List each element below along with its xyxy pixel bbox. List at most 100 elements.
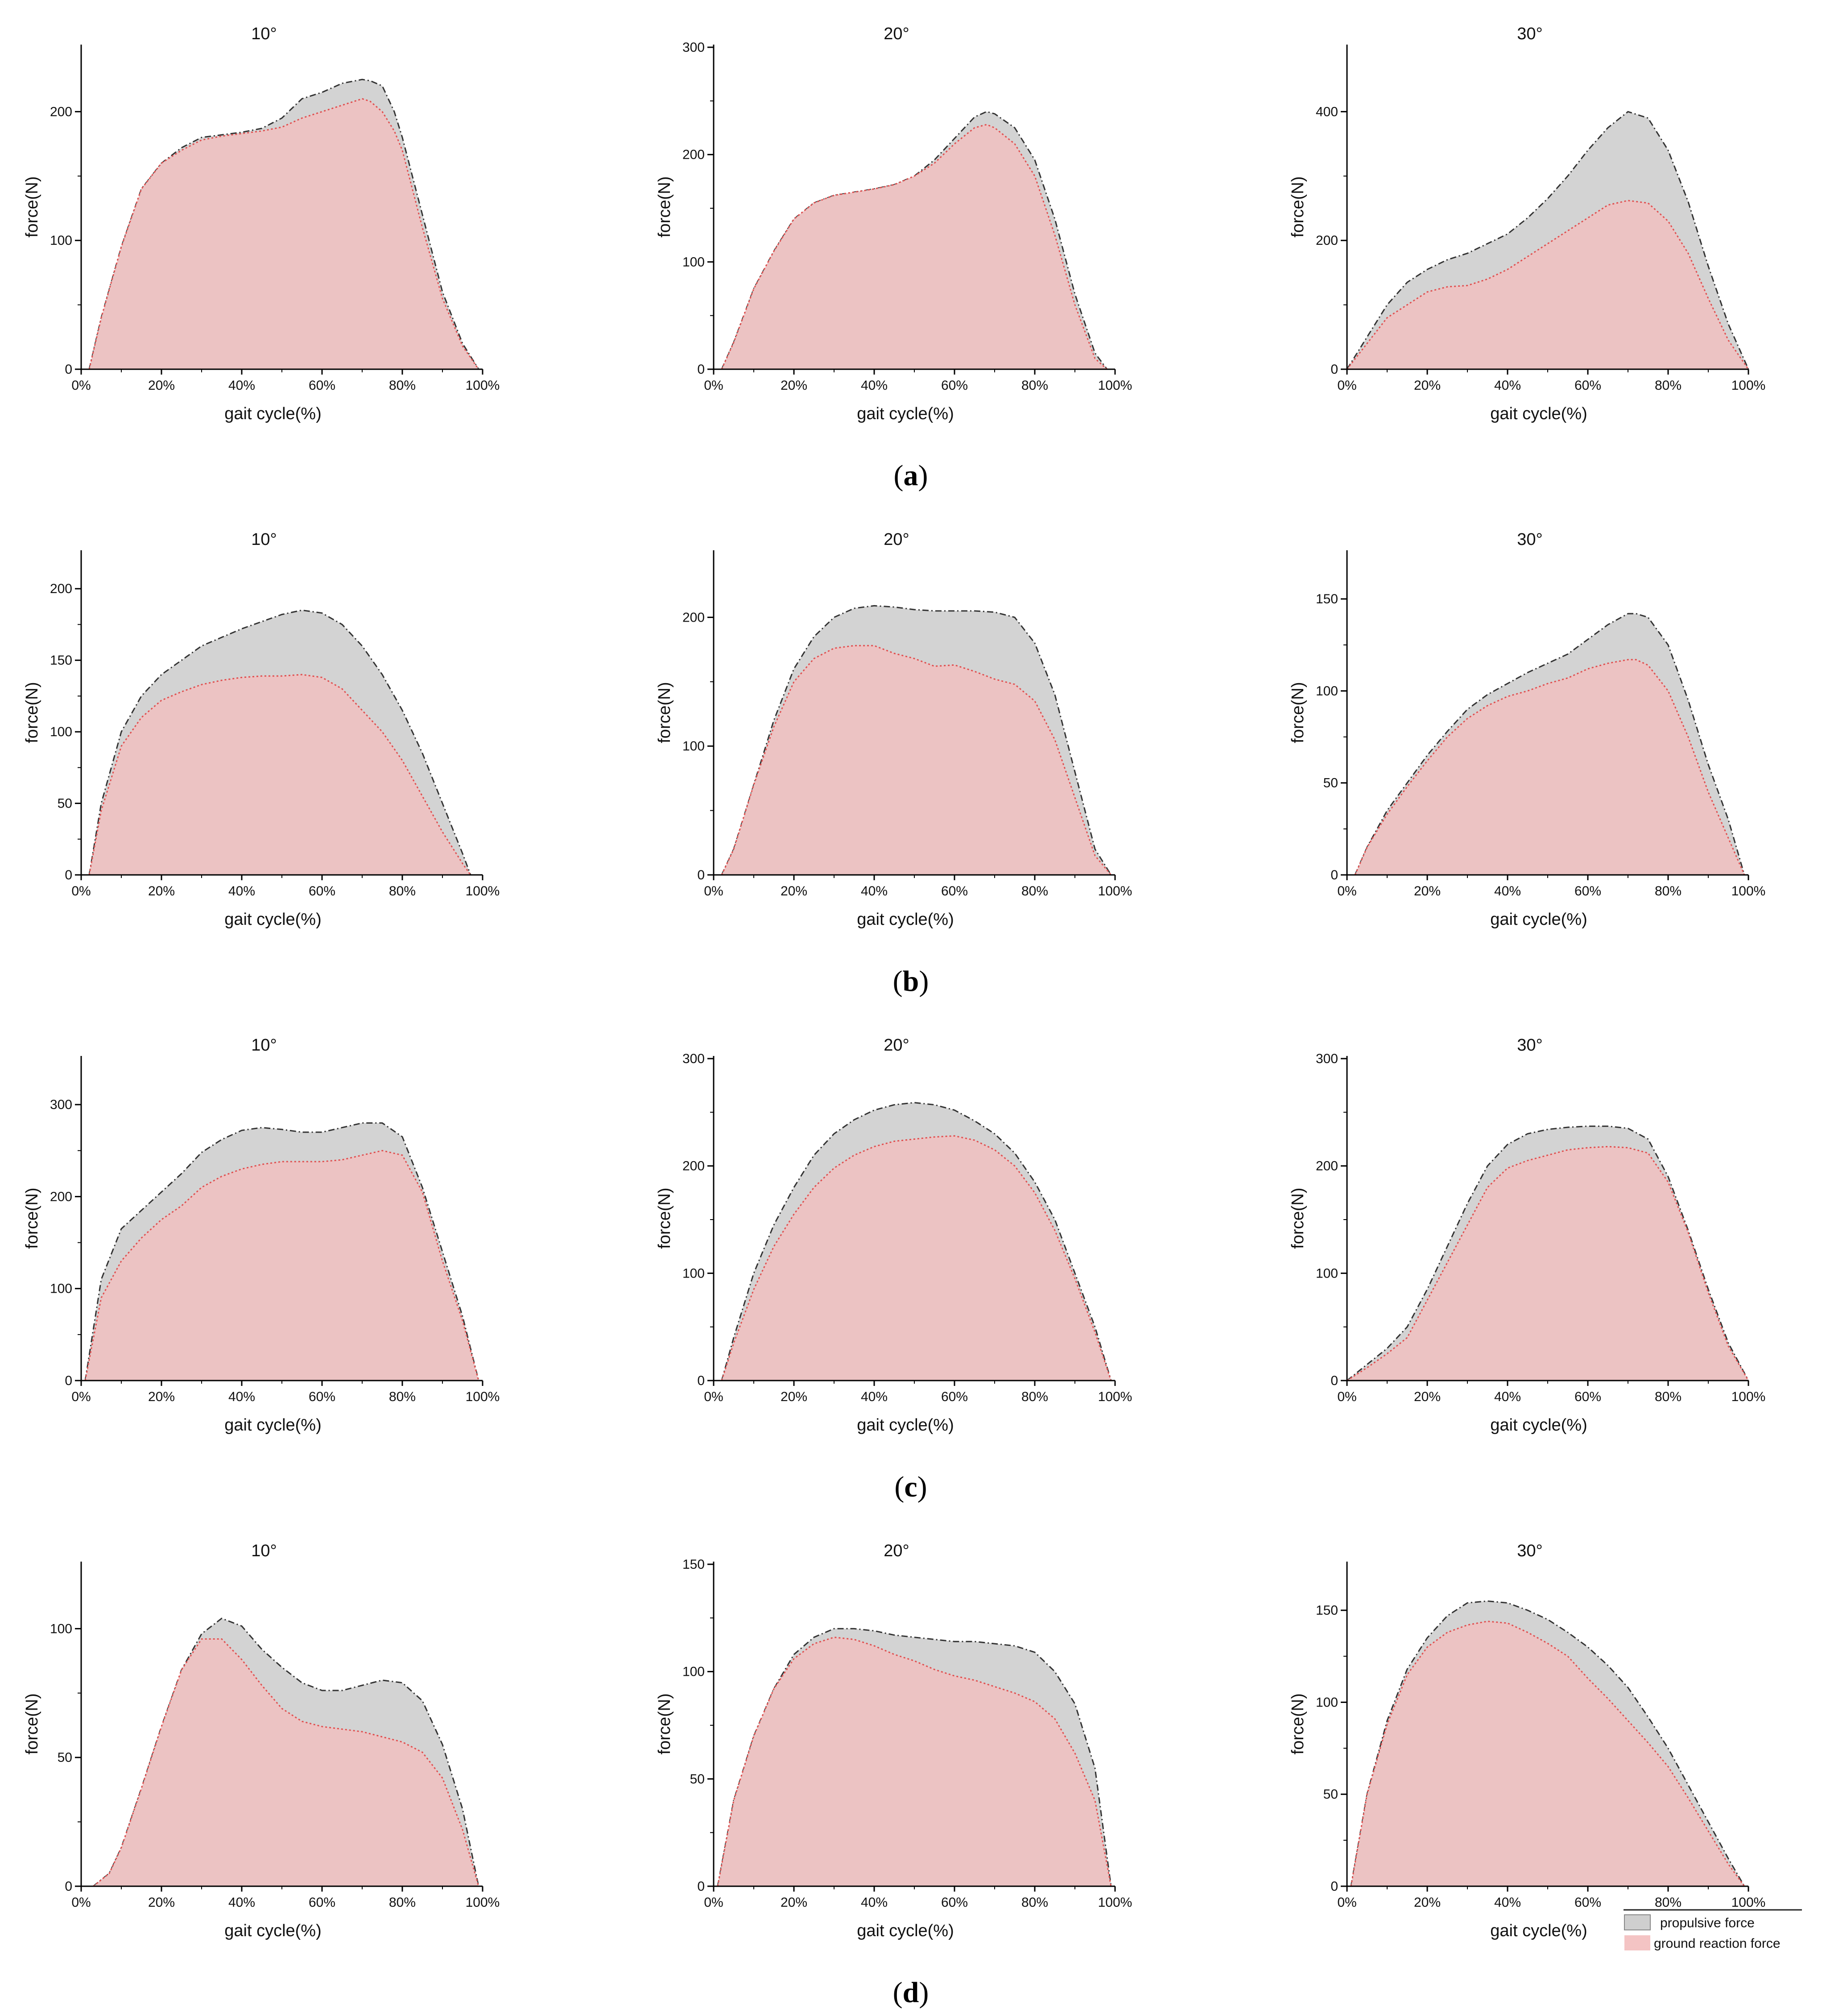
x-axis-label: gait cycle(%) — [224, 404, 322, 423]
y-axis-label: force(N) — [23, 176, 41, 237]
grf-area — [1347, 200, 1748, 369]
x-axis-label: gait cycle(%) — [857, 404, 954, 423]
x-tick-label: 100% — [466, 1895, 500, 1910]
chart-grid: 10° 0 100 200 0% 20% 40% 60% 80% 100% gait cycle(%… — [23, 25, 1765, 1940]
y-tick-label: 200 — [682, 610, 705, 625]
grf-line — [721, 645, 1112, 875]
y-tick-label: 0 — [65, 362, 72, 377]
y-axis-label: force(N) — [655, 1693, 674, 1754]
grf-area — [93, 1639, 479, 1886]
panel-title: 20° — [884, 1036, 909, 1055]
y-tick-label: 200 — [682, 148, 705, 162]
panel-title: 20° — [884, 530, 909, 549]
x-tick-label: 60% — [309, 1389, 335, 1404]
grf-line — [93, 1638, 479, 1887]
row-label: (d) — [893, 1976, 929, 2009]
y-tick-label: 0 — [65, 1879, 72, 1894]
y-tick-label: 50 — [1323, 776, 1338, 791]
propulsive-line — [88, 609, 471, 875]
panel-title: 30° — [1517, 530, 1542, 549]
chart-panel: 30° 0 50 100 150 0% 20% 40% 60% 80% 100% gait cycle… — [1289, 530, 1765, 929]
y-tick-label: 100 — [1316, 684, 1338, 698]
x-tick-label: 60% — [309, 884, 335, 899]
chart-panel: 10° 0 100 200 300 0% 20% 40% 60% 80% 100% gait cycl… — [23, 1036, 500, 1435]
x-axis-label: gait cycle(%) — [857, 1921, 954, 1940]
y-tick-label: 100 — [682, 739, 705, 754]
row-label: (a) — [894, 459, 928, 492]
y-tick-label: 200 — [50, 581, 72, 596]
grf-area — [1355, 660, 1744, 875]
y-tick-label: 0 — [65, 868, 72, 882]
panel-title: 10° — [251, 530, 277, 549]
panel-title: 30° — [1517, 1542, 1542, 1560]
y-tick-label: 100 — [50, 1621, 72, 1636]
x-tick-label: 80% — [1021, 884, 1048, 899]
y-axis-label: force(N) — [1289, 1187, 1307, 1249]
y-axis-label: force(N) — [1289, 176, 1307, 237]
legend-grf-swatch — [1624, 1935, 1650, 1950]
x-tick-label: 20% — [781, 378, 807, 393]
y-tick-label: 400 — [1316, 104, 1338, 119]
x-tick-label: 40% — [228, 378, 255, 393]
x-tick-label: 20% — [148, 1389, 175, 1404]
panel-title: 20° — [884, 1542, 909, 1560]
y-tick-label: 300 — [682, 40, 705, 55]
y-tick-label: 0 — [65, 1373, 72, 1388]
y-tick-label: 150 — [1316, 592, 1338, 606]
x-tick-label: 60% — [941, 1895, 968, 1910]
x-tick-label: 40% — [1494, 1389, 1521, 1404]
grf-line — [88, 98, 479, 370]
chart-panel: 10° 0 50 100 0% 20% 40% 60% 80% 100% gait cycle(%)… — [23, 1542, 500, 1940]
y-tick-label: 200 — [50, 1189, 72, 1204]
x-tick-label: 80% — [1655, 1895, 1682, 1910]
row-label: (b) — [893, 965, 929, 998]
grf-line — [84, 1150, 479, 1381]
propulsive-line — [1350, 1600, 1745, 1887]
x-tick-label: 0% — [71, 884, 91, 899]
panel-title: 10° — [251, 1542, 277, 1560]
x-tick-label: 40% — [1494, 884, 1521, 899]
y-tick-label: 0 — [1330, 868, 1338, 882]
x-tick-label: 100% — [466, 884, 500, 899]
x-tick-label: 40% — [228, 1895, 255, 1910]
chart-panel: 30° 0 200 400 0% 20% 40% 60% 80% 100% gait cycle(%… — [1289, 25, 1765, 423]
x-tick-label: 100% — [466, 378, 500, 393]
panel-title: 20° — [884, 25, 909, 43]
y-tick-label: 0 — [697, 1879, 705, 1894]
panel-title: 10° — [251, 25, 277, 43]
x-tick-label: 40% — [861, 378, 888, 393]
x-tick-label: 100% — [1098, 884, 1132, 899]
y-tick-label: 0 — [697, 362, 705, 377]
x-tick-label: 40% — [861, 884, 888, 899]
x-tick-label: 80% — [1655, 378, 1682, 393]
y-tick-label: 0 — [1330, 362, 1338, 377]
x-tick-label: 0% — [704, 884, 723, 899]
x-axis-label: gait cycle(%) — [1490, 1416, 1587, 1435]
x-tick-label: 60% — [309, 1895, 335, 1910]
y-tick-label: 100 — [50, 233, 72, 248]
x-axis-label: gait cycle(%) — [1490, 910, 1587, 929]
x-tick-label: 60% — [309, 378, 335, 393]
chart-panel: 20° 0 50 100 150 0% 20% 40% 60% 80% 100% gait cycle… — [655, 1542, 1132, 1940]
legend-grf-label: ground reaction force — [1654, 1936, 1781, 1951]
x-tick-label: 20% — [1414, 1389, 1441, 1404]
propulsive-line — [721, 605, 1112, 875]
x-tick-label: 20% — [148, 378, 175, 393]
x-tick-label: 40% — [1494, 1895, 1521, 1910]
chart-panel: 30° 0 50 100 150 0% 20% 40% 60% 80% 100% gait cycle… — [1289, 1542, 1765, 1940]
x-tick-label: 60% — [1574, 1389, 1601, 1404]
grf-area — [718, 1637, 1111, 1886]
x-tick-label: 40% — [228, 884, 255, 899]
grf-area — [1347, 1146, 1748, 1381]
legend-propulsive-label: propulsive force — [1660, 1916, 1755, 1930]
y-tick-label: 50 — [690, 1772, 705, 1786]
y-tick-label: 150 — [50, 653, 72, 668]
y-tick-label: 300 — [50, 1097, 72, 1112]
x-tick-label: 80% — [1021, 378, 1048, 393]
y-tick-label: 200 — [682, 1159, 705, 1174]
y-axis-label: force(N) — [1289, 682, 1307, 743]
y-axis-label: force(N) — [655, 682, 674, 743]
y-tick-label: 0 — [697, 1373, 705, 1388]
y-tick-label: 50 — [58, 796, 72, 811]
